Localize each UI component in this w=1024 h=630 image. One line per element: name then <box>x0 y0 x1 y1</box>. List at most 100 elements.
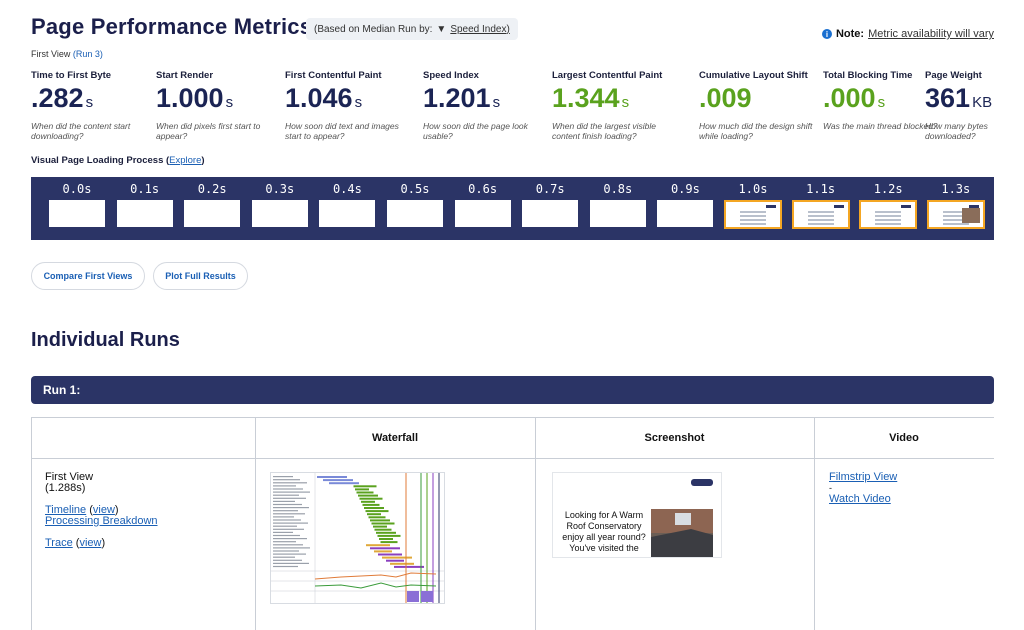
waterfall-thumbnail[interactable] <box>270 472 445 604</box>
trace-link[interactable]: Trace <box>45 537 73 549</box>
metric-description: When did the content start downloading? <box>31 121 131 141</box>
metric-description: When did the largest visible content fin… <box>552 121 656 141</box>
note: i Note: Metric availability will vary <box>821 28 994 40</box>
frame-time: 0.1s <box>130 182 160 196</box>
explore-link[interactable]: Explore <box>169 155 202 166</box>
paren-close: ) <box>101 537 106 549</box>
median-run-selector[interactable]: (Based on Median Run by: ▼ Speed Index) <box>306 18 518 40</box>
frame-thumbnail <box>116 200 173 227</box>
metric-description: Was the main thread blocked? <box>823 121 938 131</box>
processing-breakdown-link[interactable]: Processing Breakdown <box>45 515 158 527</box>
metric-value-row: .009 <box>699 83 824 118</box>
filmstrip-frame[interactable]: 0.7s <box>519 177 581 227</box>
info-icon: i <box>821 29 832 39</box>
filmstrip-frame[interactable]: 0.1s <box>114 177 176 227</box>
compare-first-views-button[interactable]: Compare First Views <box>31 262 145 290</box>
screenshot-cta <box>691 479 713 486</box>
roof-image <box>651 509 713 557</box>
video-header: Video <box>889 432 919 444</box>
frame-time: 0.9s <box>670 182 700 196</box>
frame-time: 0.4s <box>332 182 362 196</box>
note-text[interactable]: Metric availability will vary <box>868 28 994 40</box>
first-view-run-label: First View <box>45 471 94 483</box>
metric-description: When did pixels first start to appear? <box>156 121 261 141</box>
filmstrip-frame[interactable]: 0.0s <box>46 177 108 227</box>
filmstrip-frame[interactable]: 0.6s <box>452 177 514 227</box>
metric-value: 1.201 <box>423 83 491 113</box>
run-3-link[interactable]: (Run 3) <box>72 49 103 59</box>
filmstrip-frame[interactable]: 0.8s <box>587 177 649 227</box>
metric-2: First Contentful Paint 1.046 s How soon did… <box>285 70 410 141</box>
frame-time: 1.1s <box>806 182 836 196</box>
metric-value: 1.344 <box>552 83 620 113</box>
trace-view-link[interactable]: view <box>79 537 102 549</box>
filmstrip-frame[interactable]: 0.4s <box>316 177 378 227</box>
metric-label: Cumulative Layout Shift <box>699 70 808 81</box>
frame-thumbnail <box>859 200 918 229</box>
metric-unit: s <box>225 94 234 111</box>
frame-time: 1.3s <box>941 182 971 196</box>
metric-value: 1.046 <box>285 83 353 113</box>
filmstrip-frame[interactable]: 1.0s <box>722 177 784 229</box>
metric-label: First Contentful Paint <box>285 70 382 81</box>
filmstrip-frame[interactable]: 1.2s <box>857 177 919 229</box>
paren-open: ( <box>75 537 80 549</box>
frame-thumbnail <box>657 200 714 227</box>
metric-0: Time to First Byte .282 s When did the cont… <box>31 70 156 141</box>
waterfall-graphic <box>271 473 444 603</box>
frame-time: 0.7s <box>535 182 565 196</box>
filmstrip-view-link[interactable]: Filmstrip View <box>829 471 898 483</box>
metric-value-row: 361 KB <box>925 83 1005 118</box>
metric-value-row: 1.344 s <box>552 83 677 118</box>
frame-thumbnail <box>184 200 241 227</box>
first-view-text: First View <box>31 49 71 59</box>
frame-thumbnail <box>454 200 511 227</box>
filmstrip-frame[interactable]: 1.1s <box>790 177 852 229</box>
frame-time: 0.5s <box>400 182 430 196</box>
metric-6: Total Blocking Time .000 s Was the main thr… <box>823 70 948 131</box>
filmstrip-frame[interactable]: 0.2s <box>181 177 243 227</box>
frame-thumbnail <box>724 200 782 229</box>
filmstrip-frame[interactable]: 0.5s <box>384 177 446 227</box>
explore-paren-open: ( <box>166 155 170 166</box>
visual-loading-text: Visual Page Loading Process <box>31 155 164 166</box>
visual-loading-label: Visual Page Loading Process (Explore) <box>31 155 205 166</box>
metric-label: Largest Contentful Paint <box>552 70 663 81</box>
metric-label: Total Blocking Time <box>823 70 913 81</box>
metric-value-row: 1.000 s <box>156 83 281 118</box>
filmstrip-frame[interactable]: 0.9s <box>654 177 716 227</box>
screenshot-text: Looking for A Warm Roof Conservatory enj… <box>562 510 646 553</box>
dropdown-arrow-icon: ▼ <box>436 23 447 35</box>
runs-table: Waterfall Screenshot Video <box>31 417 994 630</box>
filmstrip-frame[interactable]: 0.3s <box>249 177 311 227</box>
frame-time: 0.3s <box>265 182 295 196</box>
metric-description: How many bytes downloaded? <box>925 121 988 141</box>
frame-time: 0.0s <box>62 182 92 196</box>
timeline-row: Timeline (view) <box>45 504 119 516</box>
timeline-view-link[interactable]: view <box>92 504 115 516</box>
median-metric[interactable]: Speed Index) <box>450 23 510 35</box>
metric-1: Start Render 1.000 s When did pixels first … <box>156 70 281 141</box>
metric-value-row: 1.046 s <box>285 83 410 118</box>
individual-runs-title: Individual Runs <box>31 329 180 351</box>
metric-value: 1.000 <box>156 83 224 113</box>
frame-thumbnail <box>522 200 579 227</box>
trace-row: Trace (view) <box>45 537 105 549</box>
frame-thumbnail <box>926 200 985 229</box>
metric-unit: KB <box>972 94 993 111</box>
plot-full-results-button[interactable]: Plot Full Results <box>153 262 248 290</box>
frame-time: 1.2s <box>873 182 903 196</box>
metric-5: Cumulative Layout Shift .009 How much did … <box>699 70 824 141</box>
screenshot-thumbnail[interactable]: Looking for A Warm Roof Conservatory enj… <box>552 472 722 558</box>
first-view-time: (1.288s) <box>45 482 86 494</box>
metric-unit: s <box>492 94 501 111</box>
page-title: Page Performance Metrics <box>31 14 313 39</box>
metric-label: Start Render <box>156 70 214 81</box>
filmstrip[interactable]: 0.0s 0.1s 0.2s 0.3s 0.4s 0.5s 0.6s 0.7s 0.8s 0.9s… <box>31 177 994 240</box>
filmstrip-frame[interactable]: 1.3s <box>925 177 987 229</box>
metric-unit: s <box>85 94 94 111</box>
metric-3: Speed Index 1.201 s How soon did the page l… <box>423 70 548 141</box>
explore-paren-close: ) <box>201 155 205 166</box>
watch-video-link[interactable]: Watch Video <box>829 493 891 505</box>
timeline-link[interactable]: Timeline <box>45 504 87 516</box>
